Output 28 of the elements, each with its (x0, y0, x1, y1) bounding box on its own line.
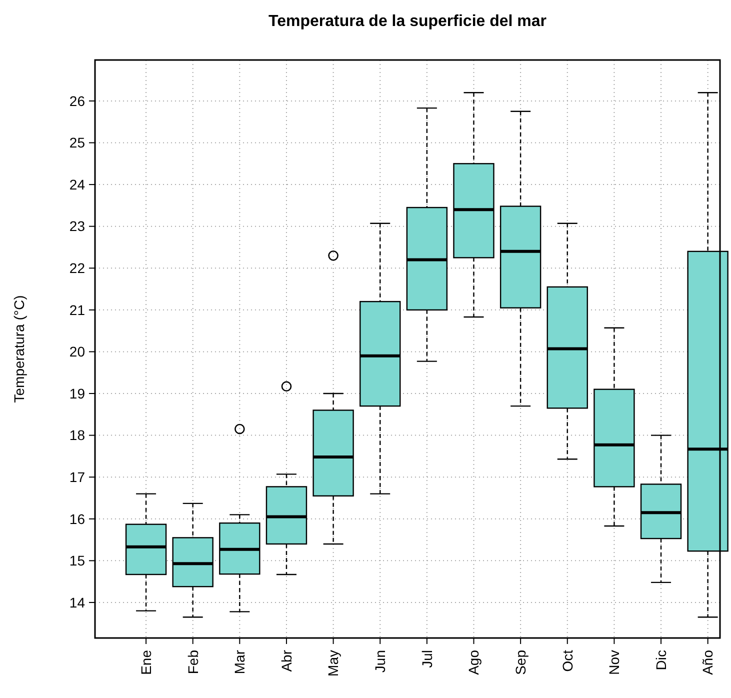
y-tick-label: 21 (69, 302, 86, 318)
y-tick-label: 20 (69, 344, 86, 360)
x-tick-label: Jun (372, 650, 388, 673)
y-tick-label: 23 (69, 218, 86, 234)
x-tick-label: Jul (418, 650, 435, 668)
x-tick-label: May (325, 650, 342, 676)
x-tick-label: Nov (606, 650, 622, 675)
x-tick-label: Dic (652, 650, 669, 670)
y-tick-label: 24 (69, 176, 86, 192)
y-tick-label: 17 (69, 468, 86, 485)
x-tick-label: Sep (512, 650, 528, 675)
x-tick-label: Año (700, 650, 716, 675)
x-tick-label: Ene (138, 650, 154, 675)
x-tick-label: Ago (466, 650, 482, 675)
x-tick-label: Abr (278, 650, 294, 672)
y-tick-label: 25 (69, 134, 86, 151)
y-tick-label: 15 (69, 552, 86, 569)
x-tick-label: Oct (559, 650, 576, 672)
y-tick-label: 16 (69, 510, 86, 527)
chart-title: Temperatura de la superficie del mar (268, 13, 547, 30)
y-tick-label: 14 (69, 594, 86, 610)
y-tick-label: 18 (69, 427, 86, 444)
y-axis-title: Temperatura (°C) (11, 295, 27, 403)
y-tick-label: 19 (69, 385, 86, 402)
x-tick-label: Mar (232, 650, 248, 674)
x-tick-label: Feb (184, 650, 201, 674)
y-tick-label: 22 (69, 260, 86, 276)
y-tick-label: 26 (69, 92, 86, 109)
